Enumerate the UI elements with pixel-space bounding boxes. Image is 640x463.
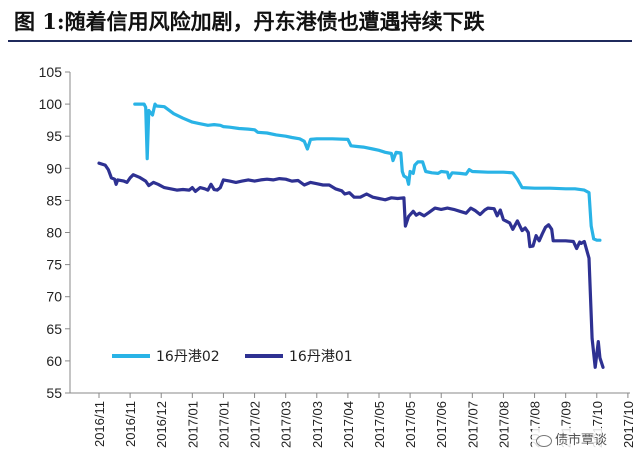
- x-tick-label: 2017/10: [621, 401, 636, 448]
- chart-axes: 55 60 65 70 75 80 85 90 95 100 105 2016/11 2016/11 20…: [39, 64, 636, 448]
- y-tick-label: 70: [46, 289, 62, 305]
- y-tick-label: 75: [46, 257, 62, 273]
- page-title: 图 1:随着信用风险加剧，丹东港债也遭遇持续下跌: [14, 9, 485, 34]
- series-line-1: [133, 102, 602, 242]
- x-tick-label: 2017/03: [310, 401, 325, 448]
- x-tick-label: 2016/11: [123, 401, 138, 447]
- watermark-text: 债市覃谈: [555, 433, 608, 448]
- y-tick-label: 90: [46, 160, 62, 176]
- title-divider: [8, 40, 632, 42]
- x-tick-label: 2017/08: [496, 401, 511, 448]
- x-tick-label: 2016/11: [92, 401, 107, 447]
- series-line-2: [97, 161, 605, 369]
- legend-label-2: 16丹港01: [289, 349, 353, 365]
- y-tick-label: 85: [46, 192, 62, 208]
- legend-label-1: 16丹港02: [156, 349, 220, 365]
- y-tick-label: 80: [46, 225, 62, 241]
- y-tick-label: 100: [39, 96, 63, 112]
- x-tick-label: 2017/02: [248, 401, 263, 448]
- wechat-icon: [536, 434, 552, 447]
- y-tick-label: 65: [46, 321, 62, 337]
- x-tick-label: 2017/01: [216, 401, 231, 448]
- x-tick-label: 2017/04: [341, 401, 356, 448]
- x-tick-label: 2017/01: [185, 401, 200, 448]
- x-tick-label: 2017/06: [434, 401, 449, 448]
- y-tick-label: 60: [46, 353, 62, 369]
- y-tick-label: 95: [46, 128, 62, 144]
- x-tick-label: 2017/05: [403, 401, 418, 448]
- x-tick-label: 2017/05: [372, 401, 387, 448]
- x-tick-label: 2016/12: [154, 401, 169, 448]
- watermark: 债市覃谈: [532, 428, 612, 449]
- x-tick-label: 2017/03: [279, 401, 294, 448]
- y-tick-label: 55: [46, 385, 62, 401]
- series-layer: [97, 102, 605, 369]
- chart-legend: 16丹港02 16丹港01: [112, 349, 353, 365]
- y-tick-label: 105: [39, 64, 63, 80]
- x-tick-label: 2017/07: [465, 401, 480, 448]
